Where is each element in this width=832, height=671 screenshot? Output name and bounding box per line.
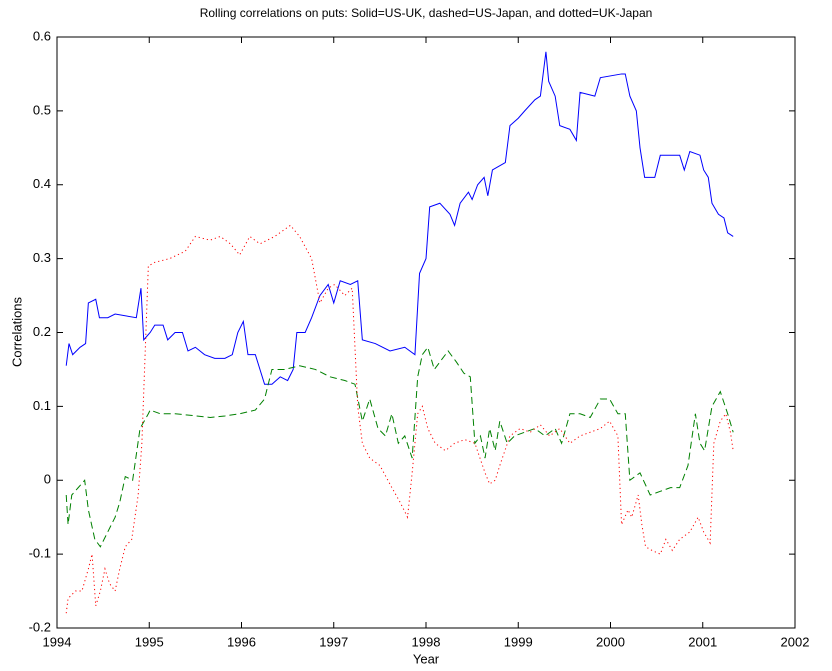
x-tick-label: 1997	[319, 634, 348, 649]
y-tick-label: 0.6	[33, 28, 51, 43]
plot-frame	[56, 36, 796, 629]
x-tick-label: 1999	[504, 634, 533, 649]
y-axis-label: Correlations	[9, 296, 24, 367]
x-tick-label: 1995	[135, 634, 164, 649]
series-line	[65, 51, 734, 385]
x-tick-label: 2000	[596, 634, 625, 649]
x-axis-label: Year	[413, 651, 440, 666]
y-tick-label: 0.5	[33, 102, 51, 117]
x-tick-label: 1998	[412, 634, 441, 649]
y-tick-label: -0.2	[29, 619, 51, 634]
chart-title: Rolling correlations on puts: Solid=US-U…	[200, 6, 653, 20]
y-tick-label: -0.1	[29, 546, 51, 561]
series-line	[65, 346, 734, 548]
y-tick-label: 0.2	[33, 324, 51, 339]
x-tick-label: 2001	[688, 634, 717, 649]
y-tick-label: 0.1	[33, 398, 51, 413]
y-tick-label: 0.4	[33, 176, 51, 191]
x-tick-label: 1994	[43, 634, 72, 649]
y-tick-label: 0	[44, 472, 51, 487]
x-tick-label: 2002	[781, 634, 810, 649]
y-tick-label: 0.3	[33, 250, 51, 265]
x-tick-label: 1996	[227, 634, 256, 649]
